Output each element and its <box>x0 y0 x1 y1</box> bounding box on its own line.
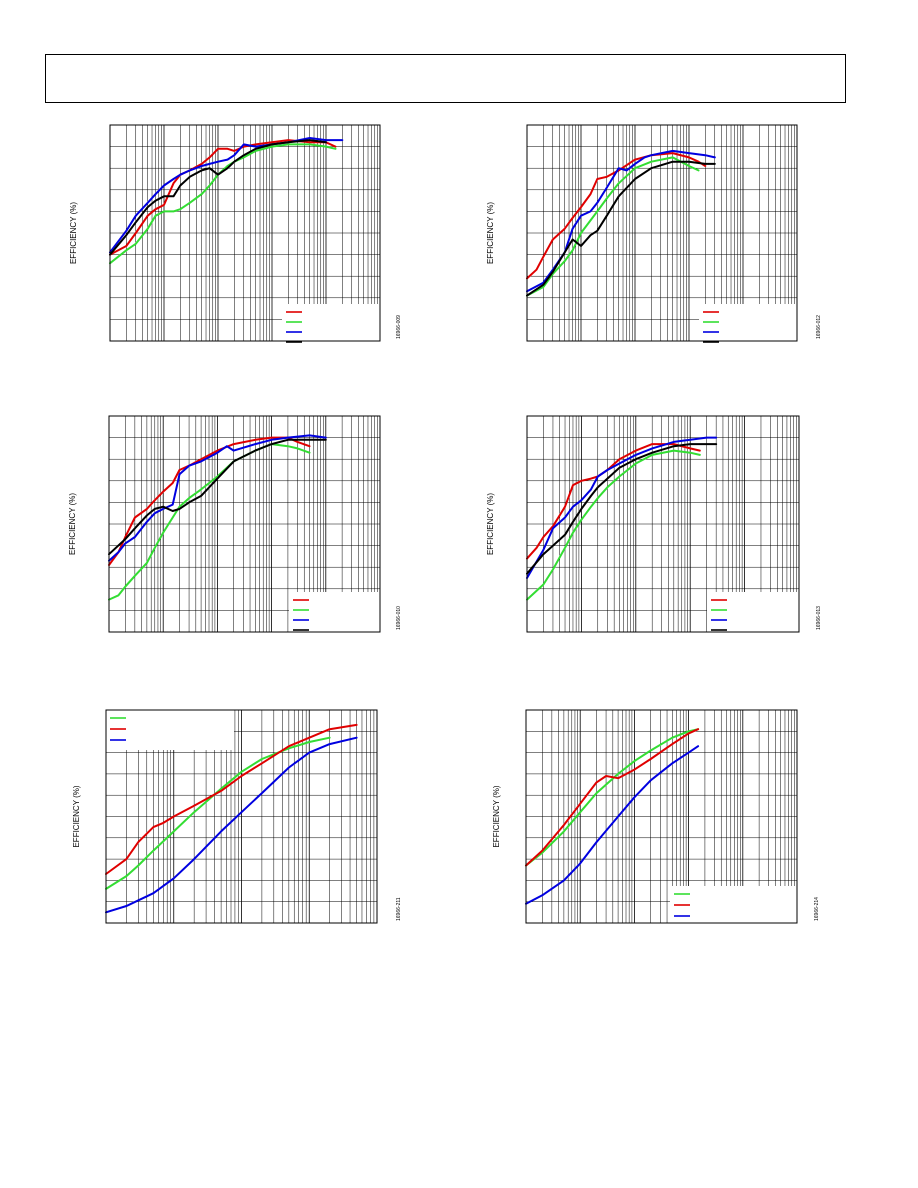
efficiency-chart-3: EFFICIENCY (%) 16966-010 <box>68 415 429 643</box>
chart-legend <box>106 710 234 750</box>
y-axis-label: EFFICIENCY (%) <box>69 202 78 264</box>
series-line-4 <box>109 139 327 256</box>
y-axis-label: EFFICIENCY (%) <box>492 785 501 847</box>
series-line-2 <box>108 443 311 601</box>
chart-legend <box>282 304 420 355</box>
legend-box <box>106 710 234 750</box>
plot-border <box>526 124 798 342</box>
series-line-1 <box>109 139 337 256</box>
efficiency-chart-6: EFFICIENCY (%) 16966-214 <box>492 709 820 926</box>
series-line-3 <box>109 137 344 254</box>
chart-legend <box>699 304 837 355</box>
series-line-2 <box>526 156 700 297</box>
legend-box <box>707 592 847 643</box>
figure-id: 16966-013 <box>816 606 822 630</box>
series-line-3 <box>525 745 700 905</box>
figure-id: 16966-009 <box>396 315 402 339</box>
legend-box <box>282 304 420 355</box>
figure-id: 16966-214 <box>814 897 820 921</box>
plot-border <box>525 709 798 924</box>
series-line-4 <box>108 438 327 556</box>
y-axis-label: EFFICIENCY (%) <box>68 493 77 555</box>
series-line-2 <box>109 143 337 265</box>
figure-id: 16966-010 <box>396 606 402 630</box>
figure-id: 16966-012 <box>816 315 822 339</box>
plot-border <box>108 415 381 633</box>
legend-box <box>670 886 797 926</box>
y-axis-label: EFFICIENCY (%) <box>72 785 81 847</box>
legend-box <box>699 304 837 355</box>
series-line-1 <box>105 736 331 890</box>
figure-id: 16966-211 <box>396 897 402 921</box>
series-line-4 <box>526 443 718 575</box>
efficiency-chart-5: EFFICIENCY (%) 16966-211 <box>72 709 402 924</box>
y-axis-label: EFFICIENCY (%) <box>486 493 495 555</box>
legend-box <box>289 592 429 643</box>
chart-legend <box>670 886 797 926</box>
plot-border <box>109 124 381 342</box>
series-line-3 <box>526 436 718 579</box>
chart-legend <box>707 592 847 643</box>
series-line-1 <box>525 728 700 867</box>
chart-grid <box>106 710 377 923</box>
page-header <box>45 54 846 103</box>
series-line-1 <box>526 443 701 560</box>
series-line-3 <box>105 736 358 914</box>
series-line-3 <box>108 434 327 562</box>
series-line-1 <box>526 152 707 280</box>
efficiency-chart-2: EFFICIENCY (%) 16966-012 <box>486 124 837 355</box>
chart-legend <box>289 592 429 643</box>
plot-border <box>526 415 800 633</box>
series-line-2 <box>105 723 358 875</box>
efficiency-chart-4: EFFICIENCY (%) 16966-013 <box>486 415 847 643</box>
efficiency-chart-1: EFFICIENCY (%) 16966-009 <box>69 124 420 355</box>
series-line-2 <box>526 449 701 601</box>
series-line-2 <box>525 728 700 867</box>
series-line-1 <box>108 436 311 566</box>
y-axis-label: EFFICIENCY (%) <box>486 202 495 264</box>
series-line-4 <box>526 160 716 297</box>
plot-border <box>105 709 378 924</box>
